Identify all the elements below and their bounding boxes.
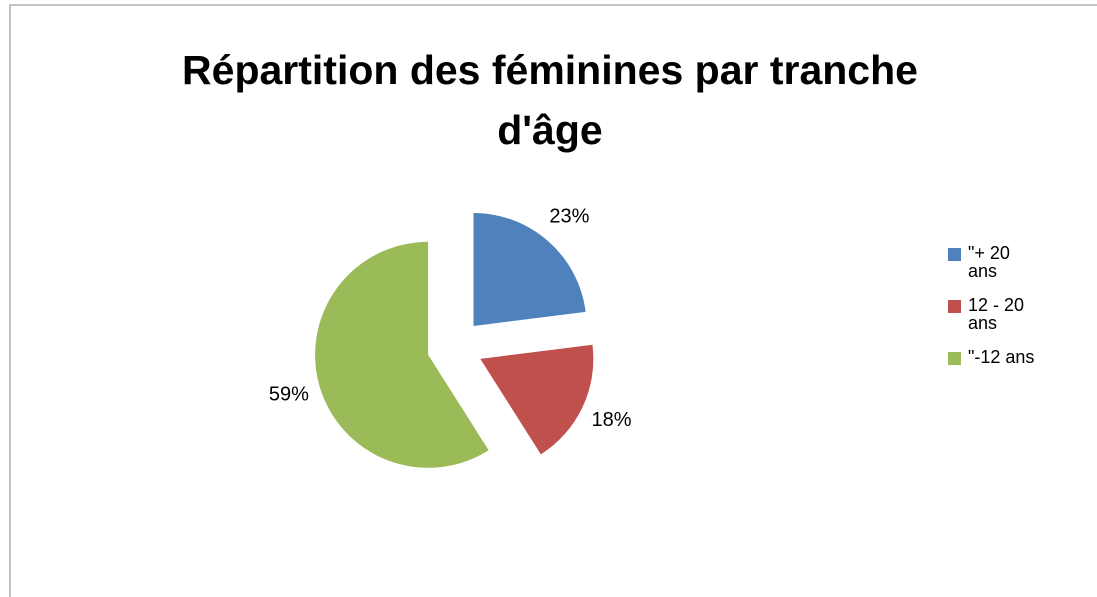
chart-title: Répartition des féminines par tranche d'… [182, 47, 918, 153]
pie-slice [315, 241, 489, 468]
legend-item: "-12 ans [946, 348, 1038, 366]
legend-label: 12 - 20 ans [968, 295, 1025, 333]
data-label: 18% [592, 409, 632, 431]
data-label: 59% [269, 384, 309, 406]
pie-slice [480, 344, 594, 455]
legend-swatch [948, 352, 961, 365]
legend-label: "-12 ans [968, 347, 1035, 367]
legend-swatch [948, 300, 961, 313]
legend-item: "+ 20 ans [946, 244, 1038, 280]
legend-swatch [948, 248, 961, 261]
pie-slice [473, 212, 586, 326]
legend-item: 12 - 20 ans [946, 296, 1038, 332]
chart-border [9, 4, 1097, 597]
data-label: 23% [549, 206, 589, 228]
legend-label: "+ 20 ans [968, 243, 1010, 281]
legend: "+ 20 ans 12 - 20 ans "-12 ans [946, 244, 1056, 382]
